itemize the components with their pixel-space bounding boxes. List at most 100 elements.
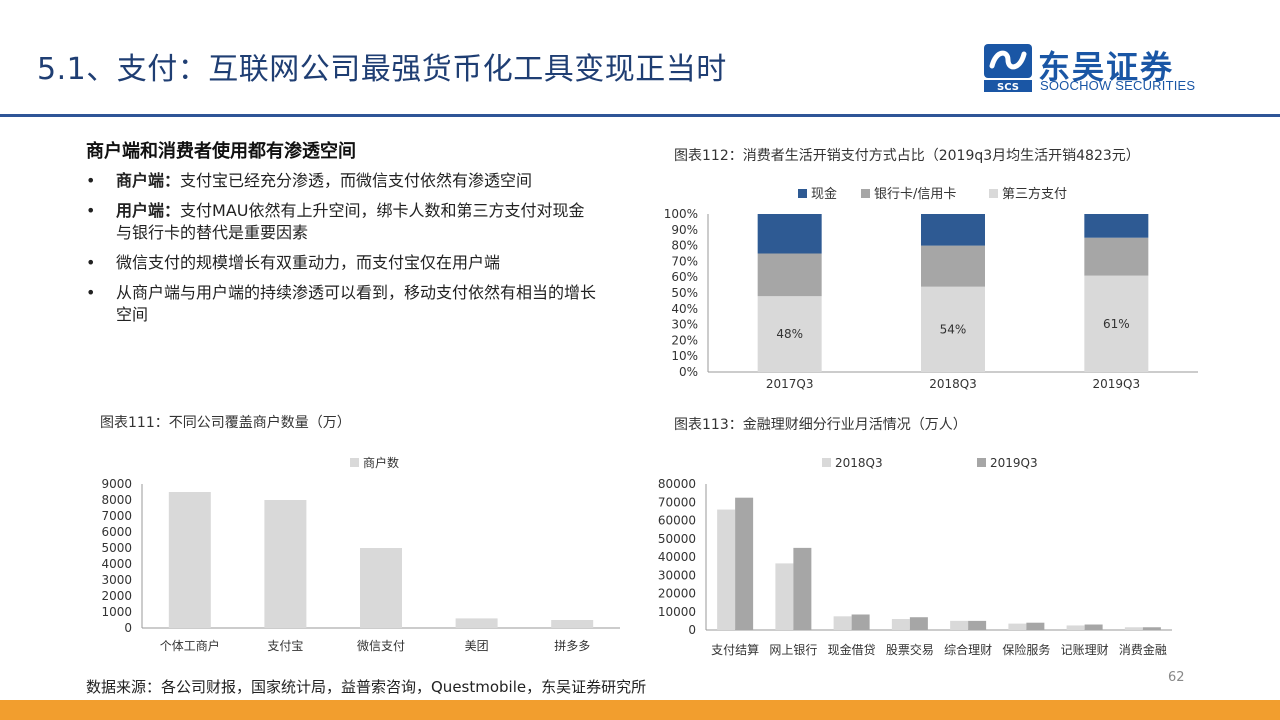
legend-label: 现金 bbox=[811, 186, 837, 202]
y-tick-label: 4000 bbox=[101, 557, 132, 571]
bar bbox=[717, 509, 736, 630]
scs-logo-icon: SCS bbox=[984, 44, 1032, 92]
y-tick-label: 70000 bbox=[658, 495, 696, 509]
y-tick-label: 6000 bbox=[101, 525, 132, 539]
bar-segment bbox=[1084, 214, 1149, 238]
legend-swatch bbox=[350, 458, 359, 467]
legend-label: 2018Q3 bbox=[835, 456, 883, 470]
company-logo: SCS 东吴证券 SOOCHOW SECURITIES bbox=[984, 44, 1214, 94]
y-tick-label: 50000 bbox=[658, 532, 696, 546]
x-tick-label: 股票交易 bbox=[886, 642, 934, 657]
y-tick-label: 30000 bbox=[658, 568, 696, 582]
bar bbox=[455, 618, 498, 628]
bar bbox=[551, 620, 594, 628]
x-tick-label: 保险服务 bbox=[1002, 642, 1050, 657]
bullet-text: 微信支付的规模增长有双重动力，而支付宝仅在用户端 bbox=[116, 253, 501, 272]
page-number: 62 bbox=[1168, 670, 1185, 685]
bar bbox=[775, 563, 794, 630]
legend-swatch bbox=[989, 189, 998, 198]
fig113-caption: 图表113：金融理财细分行业月活情况（万人） bbox=[674, 417, 967, 433]
data-label: 61% bbox=[1103, 317, 1130, 331]
x-tick-label: 现金借贷 bbox=[828, 642, 876, 657]
bullet-bold-label: 用户端： bbox=[116, 201, 181, 220]
y-tick-label: 0 bbox=[124, 621, 132, 635]
y-tick-label: 20000 bbox=[658, 587, 696, 601]
y-tick-label: 70% bbox=[671, 254, 698, 268]
y-tick-label: 60% bbox=[671, 270, 698, 284]
bar bbox=[793, 547, 812, 630]
bar-segment bbox=[1084, 237, 1149, 276]
bar bbox=[1008, 623, 1027, 630]
bar bbox=[851, 614, 870, 630]
y-tick-label: 5000 bbox=[101, 541, 132, 555]
legend-label: 商户数 bbox=[363, 455, 399, 470]
bullet-text: 从商户端与用户端的持续渗透可以看到，移动支付依然有相当的增长空间 bbox=[116, 283, 597, 324]
x-tick-label: 2019Q3 bbox=[1093, 377, 1141, 391]
bar bbox=[1026, 622, 1045, 630]
logo-mark-text: SCS bbox=[997, 82, 1019, 92]
bar bbox=[909, 617, 928, 630]
x-tick-label: 2018Q3 bbox=[929, 377, 977, 391]
bottom-accent-bar bbox=[0, 700, 1280, 720]
legend-swatch bbox=[822, 458, 831, 467]
bar bbox=[968, 620, 987, 630]
legend-label: 银行卡/信用卡 bbox=[874, 187, 956, 202]
data-source: 数据来源：各公司财报，国家统计局，益普索咨询，Questmobile，东吴证券研… bbox=[86, 678, 647, 696]
y-tick-label: 0 bbox=[688, 623, 696, 637]
data-label: 54% bbox=[940, 322, 967, 336]
legend-label: 第三方支付 bbox=[1002, 186, 1067, 202]
legend-swatch bbox=[977, 458, 986, 467]
x-tick-label: 2017Q3 bbox=[766, 377, 814, 391]
y-tick-label: 0% bbox=[679, 365, 698, 379]
bar bbox=[891, 619, 910, 630]
y-tick-label: 20% bbox=[671, 333, 698, 347]
x-tick-label: 综合理财 bbox=[944, 642, 992, 657]
x-tick-label: 拼多多 bbox=[554, 639, 590, 653]
bullet-text: 支付MAU依然有上升空间，绑卡人数和第三方支付对现金与银行卡的替代是重要因素 bbox=[116, 201, 585, 242]
bullet-item: 商户端：支付宝已经充分渗透，而微信支付依然有渗透空间 bbox=[86, 170, 596, 192]
merchant-count-chart: 商户数 0 1000 2000 3000 4000 5000 6000 7000 8000 9000… bbox=[101, 455, 620, 653]
y-tick-label: 8000 bbox=[101, 493, 132, 507]
y-tick-label: 10000 bbox=[658, 605, 696, 619]
bar-segment bbox=[921, 245, 985, 287]
bar-segment bbox=[757, 253, 822, 297]
page-title: 5.1、支付：互联网公司最强货币化工具变现正当时 bbox=[37, 52, 727, 87]
y-tick-label: 60000 bbox=[658, 514, 696, 528]
y-tick-label: 3000 bbox=[101, 573, 132, 587]
y-tick-label: 40% bbox=[671, 302, 698, 316]
payment-share-chart: 现金 银行卡/信用卡 第三方支付 0% 10% 20%30% 40% 50% 60% 70%80%… bbox=[664, 186, 1198, 391]
legend-label: 2019Q3 bbox=[990, 456, 1038, 470]
legend-swatch bbox=[798, 189, 807, 198]
section-heading: 商户端和消费者使用都有渗透空间 bbox=[86, 141, 356, 162]
x-tick-label: 支付宝 bbox=[267, 639, 303, 653]
bar-segment bbox=[757, 214, 822, 254]
bar bbox=[1084, 624, 1103, 630]
bar bbox=[950, 620, 969, 630]
y-tick-label: 80000 bbox=[658, 477, 696, 491]
y-tick-label: 1000 bbox=[101, 605, 132, 619]
bar bbox=[833, 616, 852, 630]
bullet-list: 商户端：支付宝已经充分渗透，而微信支付依然有渗透空间 用户端：支付MAU依然有上… bbox=[86, 170, 596, 334]
data-label: 48% bbox=[776, 327, 803, 341]
x-tick-label: 微信支付 bbox=[357, 639, 405, 653]
y-tick-label: 2000 bbox=[101, 589, 132, 603]
x-tick-label: 美团 bbox=[465, 639, 489, 653]
bar bbox=[1142, 627, 1161, 630]
bar-segment bbox=[1084, 275, 1149, 372]
y-tick-label: 50% bbox=[671, 286, 698, 300]
bullet-text: 支付宝已经充分渗透，而微信支付依然有渗透空间 bbox=[180, 171, 533, 190]
bar bbox=[168, 492, 211, 628]
y-tick-label: 40000 bbox=[658, 550, 696, 564]
y-tick-label: 30% bbox=[671, 318, 698, 332]
bullet-item: 从商户端与用户端的持续渗透可以看到，移动支付依然有相当的增长空间 bbox=[86, 282, 596, 326]
bar bbox=[264, 500, 307, 628]
x-tick-label: 个体工商户 bbox=[160, 638, 220, 653]
y-tick-label: 90% bbox=[671, 223, 698, 237]
bar-segment bbox=[921, 214, 985, 246]
y-tick-label: 9000 bbox=[101, 477, 132, 491]
x-tick-label: 支付结算 bbox=[711, 642, 759, 657]
legend-swatch bbox=[861, 189, 870, 198]
bar-segment bbox=[757, 296, 822, 372]
fig112-caption: 图表112：消费者生活开销支付方式占比（2019q3月均生活开销4823元） bbox=[674, 148, 1140, 164]
y-tick-label: 100% bbox=[664, 207, 698, 221]
